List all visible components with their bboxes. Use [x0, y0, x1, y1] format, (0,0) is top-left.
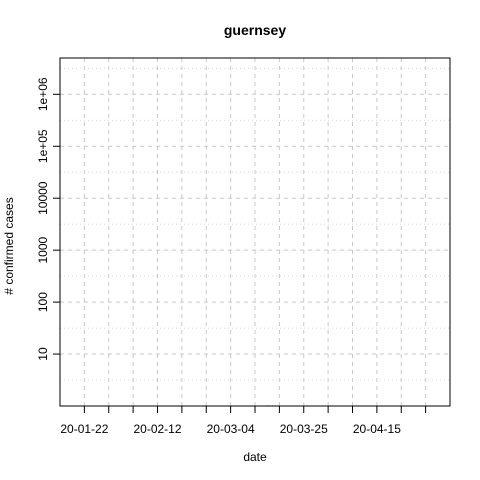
y-tick-label: 100 — [36, 292, 50, 312]
y-tick-label: 1e+06 — [36, 77, 50, 111]
y-tick-label: 1e+05 — [36, 129, 50, 163]
grid — [60, 58, 450, 406]
x-tick-label: 20-02-12 — [133, 422, 181, 436]
x-tick-label: 20-03-04 — [207, 422, 255, 436]
x-tick-label: 20-04-15 — [353, 422, 401, 436]
x-tick-label: 20-03-25 — [280, 422, 328, 436]
x-axis-label: date — [243, 450, 267, 464]
x-axis: 20-01-22 20-02-12 20-03-04 20-03-25 20-04-15 — [60, 405, 427, 436]
y-tick-label: 10 — [36, 347, 50, 361]
chart-title: guernsey — [224, 22, 286, 38]
y-axis-label: # confirmed cases — [2, 197, 16, 294]
y-axis: 10 100 1000 10000 1e+05 1e+06 — [36, 77, 61, 361]
y-tick-label: 1000 — [36, 236, 50, 263]
x-tick-label: 20-01-22 — [60, 422, 108, 436]
y-tick-label: 10000 — [36, 181, 50, 215]
